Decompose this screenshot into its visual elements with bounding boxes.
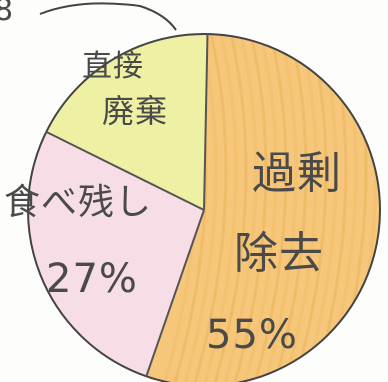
divider-line xyxy=(203,33,209,211)
slice-label-line: 食べ残し xyxy=(4,182,152,223)
slice-value-label: 55% xyxy=(206,312,298,358)
slice-label-line: 直接 xyxy=(82,49,144,84)
hatch-stroke xyxy=(188,34,228,382)
hatch-stroke xyxy=(248,34,288,382)
slice-label-line: 除去 xyxy=(234,228,324,279)
slice-tabenokoshi xyxy=(28,131,204,377)
divider-line xyxy=(45,131,205,211)
slice-value-label: 27% xyxy=(46,256,138,302)
hatch-stroke xyxy=(238,34,278,382)
hatch-stroke xyxy=(218,34,258,382)
slice-label-line: 過剰 xyxy=(252,148,342,199)
partial-top-text: 8 xyxy=(0,0,14,28)
hatch-stroke xyxy=(198,34,238,382)
hatch-stroke xyxy=(278,34,318,382)
partial-top-stroke xyxy=(39,2,177,31)
pie-outline xyxy=(27,33,381,382)
hatch-stroke xyxy=(228,34,268,382)
hatch-stroke xyxy=(208,34,248,382)
divider-line xyxy=(145,209,205,377)
hatch-stroke xyxy=(178,34,218,382)
hatch-stroke xyxy=(268,34,308,382)
slice-chokusetsu-haiki xyxy=(46,33,208,211)
hatch-stroke xyxy=(258,34,298,382)
slice-label-line: 廃棄 xyxy=(102,92,168,130)
